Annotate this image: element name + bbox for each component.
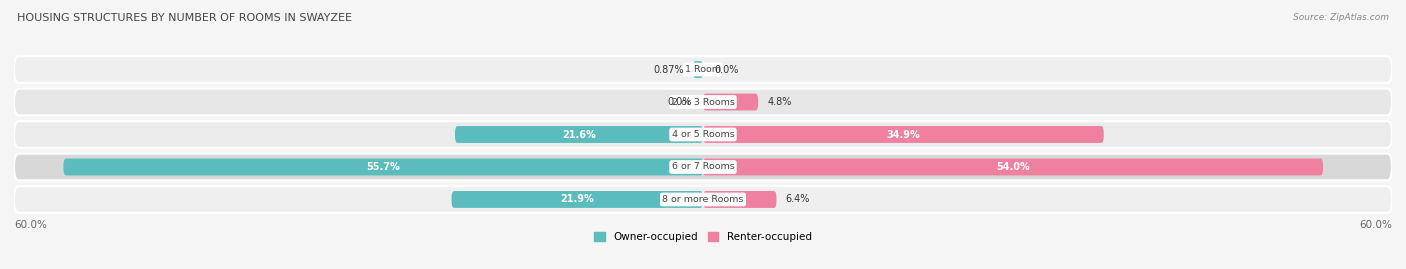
FancyBboxPatch shape [456,126,703,143]
Text: 0.0%: 0.0% [666,97,692,107]
Text: 54.0%: 54.0% [995,162,1031,172]
Text: 34.9%: 34.9% [887,129,921,140]
Text: 1 Room: 1 Room [685,65,721,74]
Text: Source: ZipAtlas.com: Source: ZipAtlas.com [1294,13,1389,22]
FancyBboxPatch shape [703,191,776,208]
Text: 60.0%: 60.0% [1360,220,1392,230]
FancyBboxPatch shape [703,94,758,111]
FancyBboxPatch shape [14,186,1392,213]
FancyBboxPatch shape [63,158,703,175]
FancyBboxPatch shape [14,154,1392,180]
Text: 8 or more Rooms: 8 or more Rooms [662,195,744,204]
FancyBboxPatch shape [14,121,1392,148]
Text: 6.4%: 6.4% [786,194,810,204]
Text: 2 or 3 Rooms: 2 or 3 Rooms [672,98,734,107]
Text: 0.87%: 0.87% [654,65,683,75]
FancyBboxPatch shape [703,158,1323,175]
Text: 60.0%: 60.0% [14,220,46,230]
FancyBboxPatch shape [703,126,1104,143]
Legend: Owner-occupied, Renter-occupied: Owner-occupied, Renter-occupied [591,228,815,246]
Text: 21.9%: 21.9% [561,194,595,204]
Text: 4.8%: 4.8% [768,97,792,107]
Text: 55.7%: 55.7% [367,162,401,172]
Text: 21.6%: 21.6% [562,129,596,140]
FancyBboxPatch shape [693,61,703,78]
FancyBboxPatch shape [451,191,703,208]
FancyBboxPatch shape [14,89,1392,115]
Text: HOUSING STRUCTURES BY NUMBER OF ROOMS IN SWAYZEE: HOUSING STRUCTURES BY NUMBER OF ROOMS IN… [17,13,352,23]
Text: 6 or 7 Rooms: 6 or 7 Rooms [672,162,734,171]
FancyBboxPatch shape [14,56,1392,83]
Text: 0.0%: 0.0% [714,65,740,75]
Text: 4 or 5 Rooms: 4 or 5 Rooms [672,130,734,139]
